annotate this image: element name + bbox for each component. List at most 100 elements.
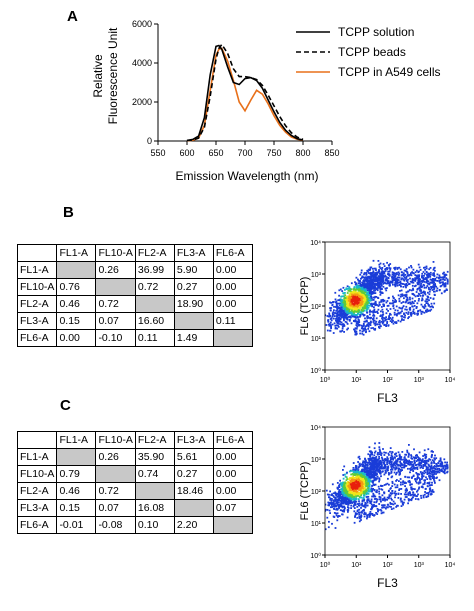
event-dot bbox=[341, 484, 343, 487]
event-dot bbox=[440, 284, 443, 287]
column-header: FL3-A bbox=[173, 244, 214, 262]
event-dot bbox=[421, 305, 424, 308]
event-dot bbox=[418, 270, 420, 273]
event-dot bbox=[407, 311, 410, 314]
event-dot bbox=[330, 319, 333, 322]
event-dot bbox=[328, 493, 330, 496]
event-dot bbox=[371, 304, 373, 306]
event-dot bbox=[378, 477, 381, 480]
event-dot bbox=[355, 480, 358, 482]
event-dot bbox=[342, 486, 345, 489]
event-dot bbox=[433, 467, 435, 470]
event-dot bbox=[334, 291, 337, 294]
event-dot bbox=[395, 281, 398, 284]
event-dot bbox=[350, 473, 353, 476]
event-dot bbox=[366, 308, 369, 311]
event-dot bbox=[366, 286, 368, 289]
event-dot bbox=[346, 478, 349, 480]
y-tick-label: 10¹ bbox=[311, 336, 322, 343]
event-dot bbox=[370, 467, 372, 470]
event-dot bbox=[389, 320, 392, 322]
event-dot bbox=[337, 516, 339, 518]
event-dot bbox=[409, 494, 412, 497]
event-dot bbox=[436, 280, 439, 282]
event-dot bbox=[355, 298, 358, 301]
event-dot bbox=[416, 466, 419, 469]
event-dot bbox=[414, 461, 416, 464]
event-dot bbox=[346, 301, 349, 303]
event-dot bbox=[352, 305, 355, 307]
event-dot bbox=[330, 506, 332, 509]
event-dot bbox=[418, 487, 420, 490]
event-dot bbox=[357, 484, 359, 487]
table-header-row: FL1-A FL10-A FL2-A FL3-A FL6-A bbox=[16, 431, 253, 449]
event-dot bbox=[375, 276, 377, 278]
event-dot bbox=[349, 486, 352, 488]
event-dot bbox=[366, 289, 369, 292]
event-dot bbox=[330, 501, 332, 504]
event-dot bbox=[429, 288, 432, 291]
event-dot bbox=[355, 332, 358, 335]
event-dot bbox=[339, 320, 342, 323]
event-dot bbox=[392, 278, 395, 281]
row-header: FL6-A bbox=[16, 329, 58, 347]
event-dot bbox=[352, 478, 355, 481]
event-dot bbox=[410, 466, 413, 469]
event-dot bbox=[362, 463, 364, 466]
event-dot bbox=[392, 319, 394, 322]
event-dot bbox=[372, 466, 375, 468]
event-dot bbox=[390, 493, 393, 495]
table-cell: 0.27 bbox=[173, 465, 214, 483]
event-dot bbox=[411, 497, 413, 500]
table-row: FL10-A 0.79 0.74 0.27 0.00 bbox=[16, 465, 253, 483]
event-dot bbox=[427, 304, 430, 306]
event-dot bbox=[398, 453, 401, 456]
event-dot bbox=[360, 313, 363, 315]
event-dot bbox=[406, 280, 408, 282]
event-dot bbox=[367, 316, 370, 319]
event-dot bbox=[378, 301, 381, 304]
event-dot bbox=[358, 481, 361, 484]
event-dot bbox=[361, 470, 364, 473]
event-dot bbox=[359, 476, 362, 479]
event-dot bbox=[339, 504, 341, 507]
compensation-table-c: FL1-A FL10-A FL2-A FL3-A FL6-A FL1-A 0.26 35.90… bbox=[16, 431, 253, 534]
event-dot bbox=[373, 308, 376, 311]
event-dot bbox=[341, 329, 344, 332]
event-dot bbox=[360, 503, 363, 506]
event-dot bbox=[377, 282, 379, 285]
event-dot bbox=[442, 278, 445, 281]
event-dot bbox=[353, 299, 356, 302]
event-dot bbox=[437, 462, 439, 464]
y-tick-label: 10³ bbox=[311, 272, 322, 279]
event-dot bbox=[374, 274, 377, 277]
event-dot bbox=[433, 302, 436, 305]
event-dot bbox=[360, 295, 363, 298]
event-dot bbox=[340, 491, 343, 494]
event-dot bbox=[403, 297, 405, 300]
event-dot bbox=[385, 483, 387, 486]
event-dot bbox=[416, 475, 419, 478]
table-cell bbox=[173, 499, 214, 517]
event-dot bbox=[401, 277, 403, 280]
table-cell bbox=[56, 448, 97, 466]
event-dot bbox=[418, 451, 421, 454]
event-dot bbox=[406, 298, 409, 301]
event-dot bbox=[387, 270, 390, 273]
event-dot bbox=[432, 471, 434, 474]
event-dot bbox=[382, 279, 385, 282]
event-dot bbox=[409, 303, 412, 305]
event-dot bbox=[331, 522, 333, 525]
event-dot bbox=[383, 451, 386, 454]
compensation-table-b: FL1-A FL10-A FL2-A FL3-A FL6-A FL1-A 0.26 36.99… bbox=[16, 244, 253, 347]
event-dot bbox=[381, 485, 384, 487]
event-dot bbox=[430, 305, 433, 308]
event-dot bbox=[399, 282, 402, 285]
event-dot bbox=[369, 285, 371, 288]
event-dot bbox=[371, 267, 374, 270]
event-dot bbox=[408, 283, 410, 285]
event-dot bbox=[357, 491, 360, 494]
x-axis-label: FL3 bbox=[377, 576, 398, 590]
event-dot bbox=[433, 471, 436, 473]
event-dot bbox=[427, 485, 429, 488]
